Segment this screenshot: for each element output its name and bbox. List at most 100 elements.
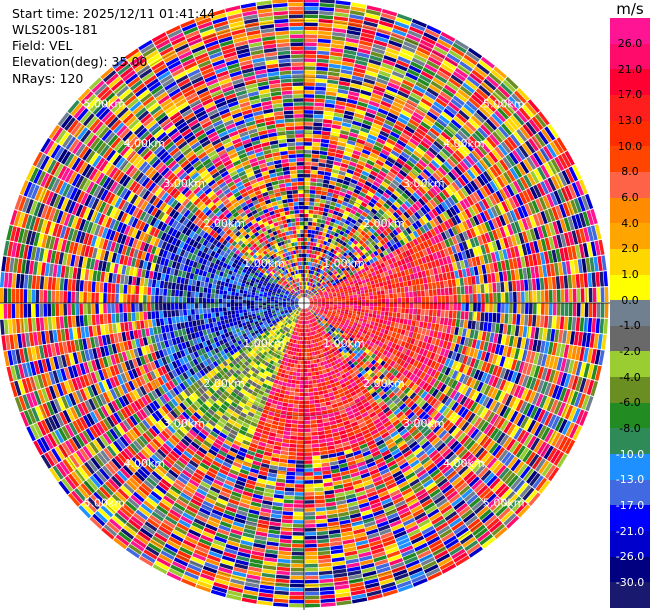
ppi-gate [441,189,450,199]
ppi-gate [532,253,538,266]
ppi-gate [351,315,356,320]
ppi-gate [319,203,325,208]
ppi-gate [467,47,483,59]
ppi-gate [417,296,422,303]
ppi-gate [572,303,577,317]
ppi-gate [468,285,473,294]
ppi-gate [516,414,526,427]
ppi-gate [311,293,314,297]
ppi-gate [485,398,494,409]
ppi-gate [459,319,465,328]
ppi-gate [321,381,327,387]
ppi-gate [543,251,550,264]
ppi-gate [289,443,297,448]
ppi-gate [603,318,609,334]
ppi-gate [542,396,552,410]
ppi-gate [309,396,315,400]
ppi-gate [521,104,534,118]
ppi-gate [293,504,304,508]
ppi-gate [394,219,401,227]
ppi-gate [457,432,467,443]
ppi-gate [470,414,480,426]
ppi-gate [335,4,351,10]
ppi-gate [395,187,404,195]
ppi-gate [492,401,501,413]
ppi-gate [308,306,312,309]
ppi-gate [415,333,421,341]
ppi-gate [274,590,289,596]
ppi-gate [271,457,280,462]
ppi-gate [484,312,489,322]
ppi-gate [355,275,360,280]
ppi-gate [364,74,377,81]
ppi-gate [509,115,522,128]
ppi-gate [304,595,320,600]
ppi-gate [291,423,298,428]
ppi-gate [351,277,357,281]
ppi-gate [425,150,436,159]
ppi-gate [497,333,503,345]
ppi-gate [417,77,430,87]
ppi-gate [345,303,350,306]
ppi-gate [441,111,453,122]
ppi-gate [397,297,402,303]
ppi-gate [306,249,310,254]
ppi-gate [505,394,513,407]
ppi-gate [465,100,478,112]
ppi-gate [359,40,373,47]
ppi-gate [499,226,507,238]
ppi-gate [578,243,585,259]
ppi-gate [314,491,325,496]
ppi-gate [564,150,575,166]
ppi-gate [492,131,503,144]
ppi-gate [371,271,376,277]
ppi-gate [278,422,285,427]
ppi-gate [471,69,485,81]
ppi-gate [575,229,583,244]
ppi-gate [484,243,491,254]
ppi-gate [325,299,330,301]
ppi-gate [381,276,387,282]
ppi-gate [592,287,597,303]
ppi-gate [514,372,522,385]
ppi-gate [456,393,465,404]
ppi-gate [532,213,541,227]
ppi-gate [312,279,316,284]
ppi-gate [365,303,370,307]
ppi-gate [364,194,372,201]
ppi-gate [398,206,406,214]
ppi-gate [360,312,365,316]
ppi-gate [503,357,510,369]
ppi-gate [466,138,477,150]
ppi-gate [360,259,366,265]
ppi-gate [297,364,301,369]
ppi-gate [526,267,532,279]
ppi-gate [451,360,458,370]
ppi-gate [322,183,329,188]
ppi-gate [328,375,334,381]
ppi-gate [493,66,507,79]
ppi-gate [406,122,418,131]
ppi-gate [483,341,489,352]
ppi-gate [304,209,309,214]
ppi-gate [309,304,313,307]
ppi-gate [339,323,344,328]
ppi-gate [431,49,446,60]
ppi-gate [356,105,367,112]
ppi-gate [389,182,398,190]
ppi-gate [358,284,364,288]
ppi-gate [304,177,311,182]
ppi-gate [409,308,413,315]
ppi-gate [340,162,349,169]
ppi-gate [511,93,524,107]
ppi-gate [377,198,385,206]
ppi-gate [463,337,470,347]
ppi-gate [320,293,324,296]
ppi-gate [393,338,399,344]
ppi-gate [533,407,543,421]
ppi-gate [529,154,540,168]
ppi-gate [385,298,390,303]
ppi-gate [498,449,509,462]
ppi-gate [495,355,502,366]
ppi-gate [347,186,355,192]
